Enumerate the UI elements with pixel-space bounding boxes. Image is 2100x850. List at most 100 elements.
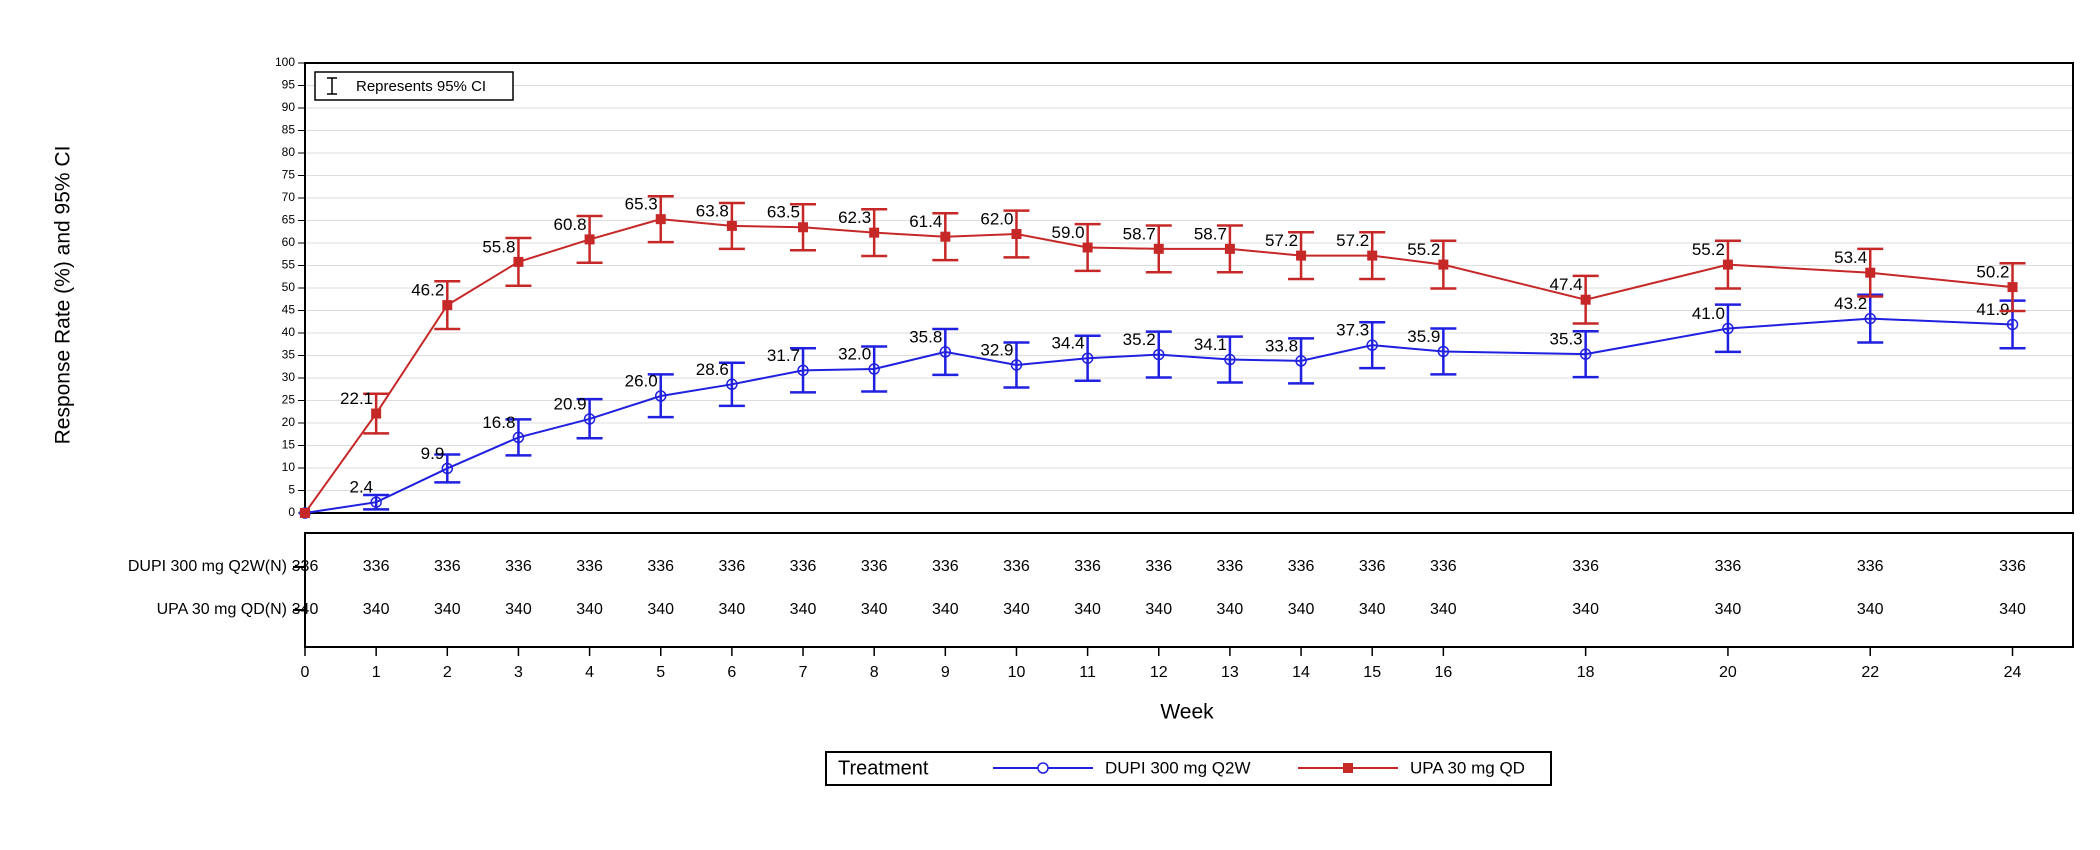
- marker: [1224, 243, 1235, 254]
- x-tick-label: 10: [1008, 664, 1026, 681]
- marker: [441, 462, 454, 475]
- risk-row-label: DUPI 300 mg Q2W(N): [128, 558, 287, 575]
- risk-count: 336: [363, 558, 390, 575]
- x-tick-label: 0: [301, 664, 310, 681]
- data-label: 32.9: [980, 340, 1013, 359]
- risk-count: 340: [1003, 601, 1030, 618]
- y-tick-label: 15: [282, 438, 296, 452]
- marker: [583, 413, 596, 425]
- legend-label: DUPI 300 mg Q2W: [1105, 758, 1251, 777]
- y-tick-label: 75: [282, 168, 296, 182]
- marker: [726, 220, 737, 231]
- y-tick-label: 0: [288, 505, 295, 519]
- y-tick-label: 90: [282, 100, 296, 114]
- data-label: 46.2: [411, 281, 444, 300]
- marker: [655, 214, 666, 225]
- y-axis-label: Response Rate (%) and 95% CI: [52, 146, 75, 445]
- marker: [1580, 294, 1591, 305]
- risk-count: 340: [576, 601, 603, 618]
- marker: [869, 227, 880, 238]
- risk-count: 340: [861, 601, 888, 618]
- marker: [798, 222, 809, 233]
- marker: [1011, 229, 1022, 239]
- y-tick-label: 40: [282, 325, 296, 339]
- data-label: 47.4: [1550, 275, 1583, 294]
- annotation: Represents 95% CI: [356, 78, 486, 95]
- data-label: 9.9: [421, 444, 445, 463]
- marker: [300, 508, 310, 518]
- x-tick-label: 18: [1577, 664, 1595, 681]
- risk-count: 336: [505, 558, 532, 575]
- annotation-box: [314, 71, 514, 101]
- risk-count: 336: [1999, 558, 2026, 575]
- data-label: 35.2: [1123, 330, 1156, 349]
- risk-count: 340: [1145, 601, 1172, 618]
- y-tick-label: 50: [282, 280, 296, 294]
- data-label: 31.7: [767, 346, 800, 365]
- data-label: 63.5: [767, 203, 800, 222]
- y-tick-label: 45: [282, 303, 296, 317]
- data-label: 60.8: [553, 215, 586, 234]
- data-label: 35.9: [1407, 327, 1440, 346]
- risk-count: 340: [1430, 601, 1457, 618]
- risk-count: 336: [1074, 558, 1101, 575]
- marker: [1296, 250, 1307, 261]
- data-label: 32.0: [838, 344, 871, 363]
- risk-count: 340: [932, 601, 959, 618]
- data-label: 58.7: [1194, 224, 1227, 243]
- marker: [654, 390, 667, 402]
- data-label: 55.2: [1407, 240, 1440, 259]
- x-tick-label: 9: [941, 664, 950, 681]
- marker: [513, 256, 524, 267]
- risk-count: 340: [1999, 601, 2026, 618]
- x-tick-label: 12: [1150, 664, 1168, 681]
- y-tick-label: 60: [282, 235, 296, 249]
- x-tick-label: 5: [656, 664, 665, 681]
- y-tick-label: 5: [288, 483, 295, 497]
- risk-count: 336: [292, 558, 319, 575]
- risk-count: 340: [1288, 601, 1315, 618]
- marker: [1295, 355, 1307, 367]
- marker: [1081, 352, 1094, 364]
- risk-count: 340: [363, 601, 390, 618]
- risk-count: 340: [1359, 601, 1386, 618]
- legend-frame: [825, 751, 1552, 786]
- y-tick-label: 20: [282, 415, 296, 429]
- data-label: 53.4: [1834, 248, 1867, 267]
- data-label: 61.4: [909, 212, 942, 231]
- marker: [584, 234, 595, 245]
- x-tick-label: 2: [443, 664, 452, 681]
- data-label: 22.1: [340, 389, 373, 408]
- legend-marker: [1343, 763, 1353, 773]
- annotation-icon: [327, 77, 337, 95]
- y-tick-label: 30: [282, 370, 296, 384]
- marker: [1865, 267, 1876, 278]
- y-tick-label: 25: [282, 393, 296, 407]
- y-tick-label: 65: [282, 213, 296, 227]
- x-tick-label: 15: [1363, 664, 1381, 681]
- risk-count: 340: [1074, 601, 1101, 618]
- risk-count: 336: [647, 558, 674, 575]
- marker: [1722, 322, 1734, 335]
- marker: [1153, 243, 1164, 254]
- x-tick-label: 4: [585, 664, 594, 681]
- risk-count: 336: [861, 558, 888, 575]
- risk-table-frame: [304, 532, 2074, 648]
- data-label: 55.2: [1692, 240, 1725, 259]
- marker: [797, 364, 809, 377]
- data-label: 62.0: [980, 209, 1013, 228]
- y-tick-label: 10: [282, 460, 296, 474]
- marker: [1367, 250, 1378, 261]
- legend-marker: [1037, 762, 1049, 774]
- risk-count: 336: [1217, 558, 1244, 575]
- x-tick-label: 24: [2004, 664, 2022, 681]
- marker: [1224, 353, 1236, 366]
- risk-count: 340: [647, 601, 674, 618]
- x-tick-label: 20: [1719, 664, 1737, 681]
- marker: [939, 346, 952, 358]
- x-tick-label: 6: [727, 664, 736, 681]
- risk-count: 340: [434, 601, 461, 618]
- x-tick-label: 22: [1861, 664, 1879, 681]
- x-axis-label: Week: [1160, 701, 1214, 724]
